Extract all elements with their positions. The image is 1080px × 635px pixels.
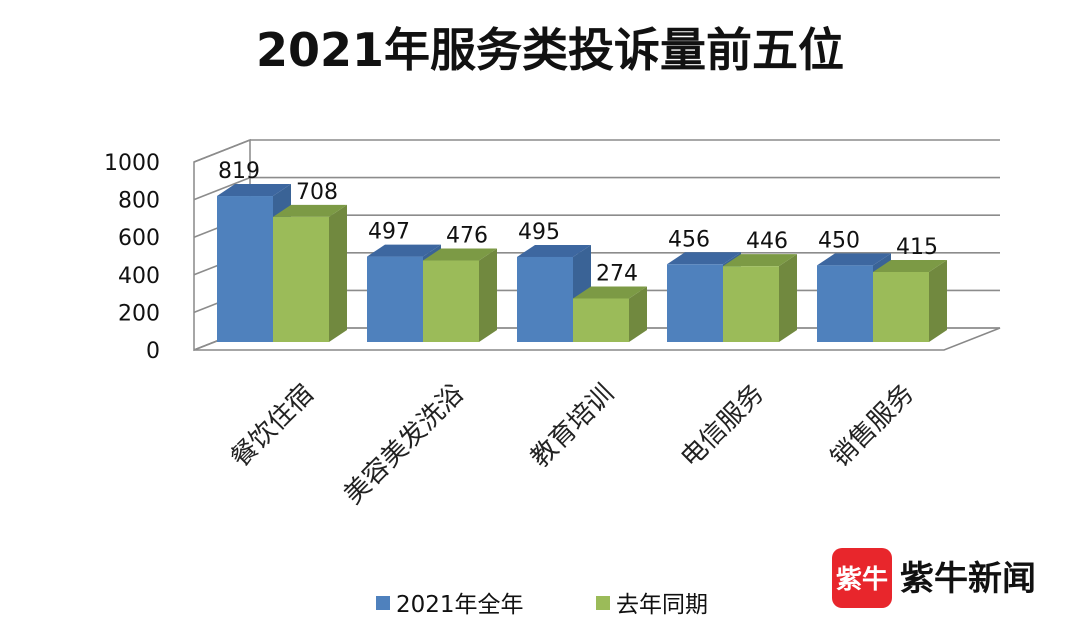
data-label: 456 (668, 227, 710, 252)
bar-side (629, 286, 647, 342)
bar-top (723, 254, 797, 267)
bar (723, 254, 797, 342)
legend-swatch-series-2 (596, 596, 610, 610)
category-label: 餐饮住宿 (225, 379, 320, 474)
bar-front (273, 216, 329, 342)
legend: 2021年全年 去年同期 (376, 592, 708, 618)
bar-front (367, 256, 423, 342)
bar-top (873, 259, 947, 272)
bar-front (873, 271, 929, 342)
data-label: 497 (368, 220, 410, 245)
y-tick-label: 0 (146, 339, 160, 364)
y-tick-label: 1000 (104, 151, 160, 176)
category-label: 电信服务 (675, 379, 770, 474)
data-label: 274 (596, 261, 638, 286)
bar (873, 259, 947, 342)
bar-front (667, 264, 723, 342)
category-label: 美容美发洗浴 (338, 379, 470, 511)
data-label: 819 (218, 159, 260, 184)
bar-top (423, 248, 497, 261)
chart-title: 2021年服务类投诉量前五位 (256, 23, 844, 77)
bar-front (817, 265, 873, 342)
bar-front (517, 256, 573, 342)
gridline-side (193, 139, 251, 163)
category-label: 销售服务 (825, 379, 920, 474)
watermark-brand-text: 紫牛新闻 (900, 559, 1036, 599)
bar (273, 204, 347, 342)
data-label: 495 (518, 220, 560, 245)
bar-front (573, 298, 629, 342)
bar-top (517, 244, 591, 257)
bar-front (423, 260, 479, 342)
x-axis-categories: 餐饮住宿 美容美发洗浴 教育培训 电信服务 销售服务 (225, 379, 920, 511)
bar-side (929, 259, 947, 342)
bar (423, 248, 497, 342)
watermark-mark-badge (832, 548, 892, 608)
y-tick-label: 200 (118, 301, 160, 326)
bar-top (367, 244, 441, 257)
bar-side (779, 254, 797, 342)
y-axis-ticks: 0 200 400 600 800 1000 (104, 151, 160, 364)
bar-front (723, 266, 779, 342)
legend-label-series-2: 去年同期 (616, 592, 708, 618)
category-label: 教育培训 (525, 379, 620, 474)
data-label: 415 (896, 235, 938, 260)
bar (573, 286, 647, 342)
legend-label-series-1: 2021年全年 (396, 592, 524, 618)
bars (217, 184, 947, 342)
bar-top (217, 184, 291, 197)
bar-top (667, 252, 741, 265)
data-label: 450 (818, 228, 860, 253)
bar-top (573, 286, 647, 299)
gridline-side (193, 176, 251, 201)
watermark-mark-text: 紫牛 (836, 565, 888, 595)
data-label: 476 (446, 224, 488, 249)
data-labels: 819 708 497 476 495 274 456 446 450 415 (218, 159, 938, 286)
bar-top (817, 253, 891, 266)
y-tick-label: 400 (118, 264, 160, 289)
bar-side (479, 248, 497, 342)
bar-front (217, 196, 273, 342)
data-label: 708 (296, 180, 338, 205)
y-tick-label: 800 (118, 189, 160, 214)
data-label: 446 (746, 229, 788, 254)
y-tick-label: 600 (118, 226, 160, 251)
bar-top (273, 204, 347, 217)
watermark-logo: 紫牛 紫牛新闻 (832, 548, 1036, 608)
bar-side (329, 204, 347, 342)
legend-swatch-series-1 (376, 596, 390, 610)
